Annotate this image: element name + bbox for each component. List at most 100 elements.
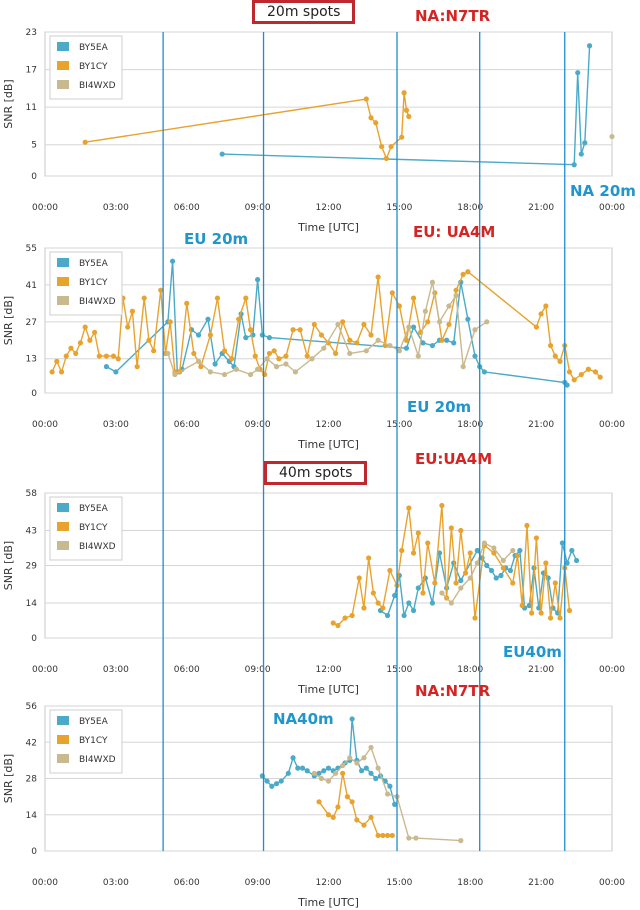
data-point <box>559 540 565 546</box>
data-point <box>77 340 84 346</box>
data-point <box>103 353 110 359</box>
x-tick-label: 15:00 <box>386 420 412 430</box>
data-point <box>278 778 284 784</box>
x-tick-label: 09:00 <box>245 665 271 675</box>
data-point <box>401 612 407 619</box>
y-axis-title: SNR [dB] <box>2 79 15 128</box>
legend-label: BY1CY <box>79 523 108 533</box>
legend-swatch <box>57 80 69 89</box>
data-point <box>519 602 525 609</box>
data-point <box>425 540 431 546</box>
data-point <box>318 332 325 338</box>
x-axis-title: Time [UTC] <box>297 683 359 696</box>
data-point <box>571 162 577 168</box>
data-point <box>474 547 480 554</box>
note-na-20m: NA 20m <box>570 182 636 200</box>
chart-3: 0 14 29 43 58 00:00 03:00 06:00 09:00 12:00 15:00 1… <box>2 489 625 696</box>
data-point <box>335 804 341 810</box>
data-point <box>458 527 464 534</box>
series-BY5EA <box>219 43 593 168</box>
x-tick-label: 00:00 <box>599 878 625 888</box>
data-point <box>564 560 570 566</box>
data-point <box>361 321 367 328</box>
data-point <box>444 337 450 343</box>
data-point <box>266 335 273 341</box>
data-point <box>467 550 473 556</box>
data-point <box>493 575 499 581</box>
data-point <box>387 783 393 789</box>
data-point <box>392 592 398 599</box>
data-point <box>552 580 558 586</box>
x-tick-label: 06:00 <box>174 665 200 675</box>
x-tick-label: 00:00 <box>599 203 625 213</box>
data-point <box>297 327 303 333</box>
legend-label: BY1CY <box>79 62 108 72</box>
x-tick-label: 06:00 <box>174 878 200 888</box>
y-tick-label: 17 <box>26 66 37 76</box>
data-point <box>368 332 374 338</box>
data-point <box>295 765 301 771</box>
data-point <box>422 308 428 314</box>
data-point <box>169 258 176 264</box>
data-point <box>255 366 261 372</box>
data-point <box>368 744 374 751</box>
y-tick-label: 29 <box>26 562 38 572</box>
note-eu-ua4m-upper: EU: UA4M <box>413 223 496 241</box>
x-tick-label: 15:00 <box>386 665 412 675</box>
data-point <box>406 324 412 330</box>
data-point <box>332 770 339 776</box>
data-point <box>453 292 459 299</box>
x-tick-label: 03:00 <box>103 420 129 430</box>
legend-label: BY1CY <box>79 736 108 746</box>
data-point <box>330 814 336 820</box>
data-point <box>195 358 202 364</box>
y-tick-label: 13 <box>26 355 37 365</box>
data-point <box>344 794 350 800</box>
y-tick-label: 14 <box>26 811 38 821</box>
data-point <box>236 316 242 322</box>
data-point <box>507 567 514 574</box>
legend: BY5EA BY1CY BI4WXD <box>49 496 123 561</box>
data-point <box>451 340 457 346</box>
data-point <box>205 316 211 322</box>
data-point <box>332 350 339 357</box>
data-point <box>448 525 454 531</box>
data-point <box>592 369 599 375</box>
note-eu-20m-lower: EU 20m <box>407 398 472 416</box>
data-point <box>484 562 490 569</box>
data-point <box>361 755 367 761</box>
data-point <box>569 547 575 554</box>
data-point <box>465 316 471 322</box>
data-point <box>597 374 603 380</box>
data-point <box>543 560 549 566</box>
data-point <box>340 319 346 325</box>
data-point <box>389 832 395 839</box>
data-point <box>481 540 488 546</box>
data-point <box>252 353 258 359</box>
legend-swatch <box>57 277 69 286</box>
legend-swatch <box>57 503 69 512</box>
x-tick-label: 09:00 <box>245 420 271 430</box>
y-tick-label: 0 <box>31 172 37 182</box>
data-point <box>247 327 254 333</box>
data-point <box>529 610 535 616</box>
x-tick-label: 00:00 <box>599 420 625 430</box>
data-point <box>472 327 478 333</box>
data-point <box>465 269 471 275</box>
data-point <box>361 822 367 828</box>
data-point <box>380 832 386 839</box>
data-point <box>368 770 374 776</box>
data-point <box>207 369 213 375</box>
chart-4: 0 14 28 42 56 00:00 03:00 06:00 09:00 12:00 15:00 1… <box>2 702 625 909</box>
data-point <box>103 364 110 370</box>
x-tick-label: 00:00 <box>599 665 625 675</box>
data-point <box>214 295 221 301</box>
data-point <box>347 350 353 357</box>
data-point <box>316 799 322 805</box>
data-point <box>432 580 438 586</box>
data-point <box>467 575 473 581</box>
data-point <box>533 324 540 330</box>
data-point <box>292 369 299 375</box>
y-tick-label: 55 <box>26 244 37 254</box>
series-line <box>51 270 601 381</box>
